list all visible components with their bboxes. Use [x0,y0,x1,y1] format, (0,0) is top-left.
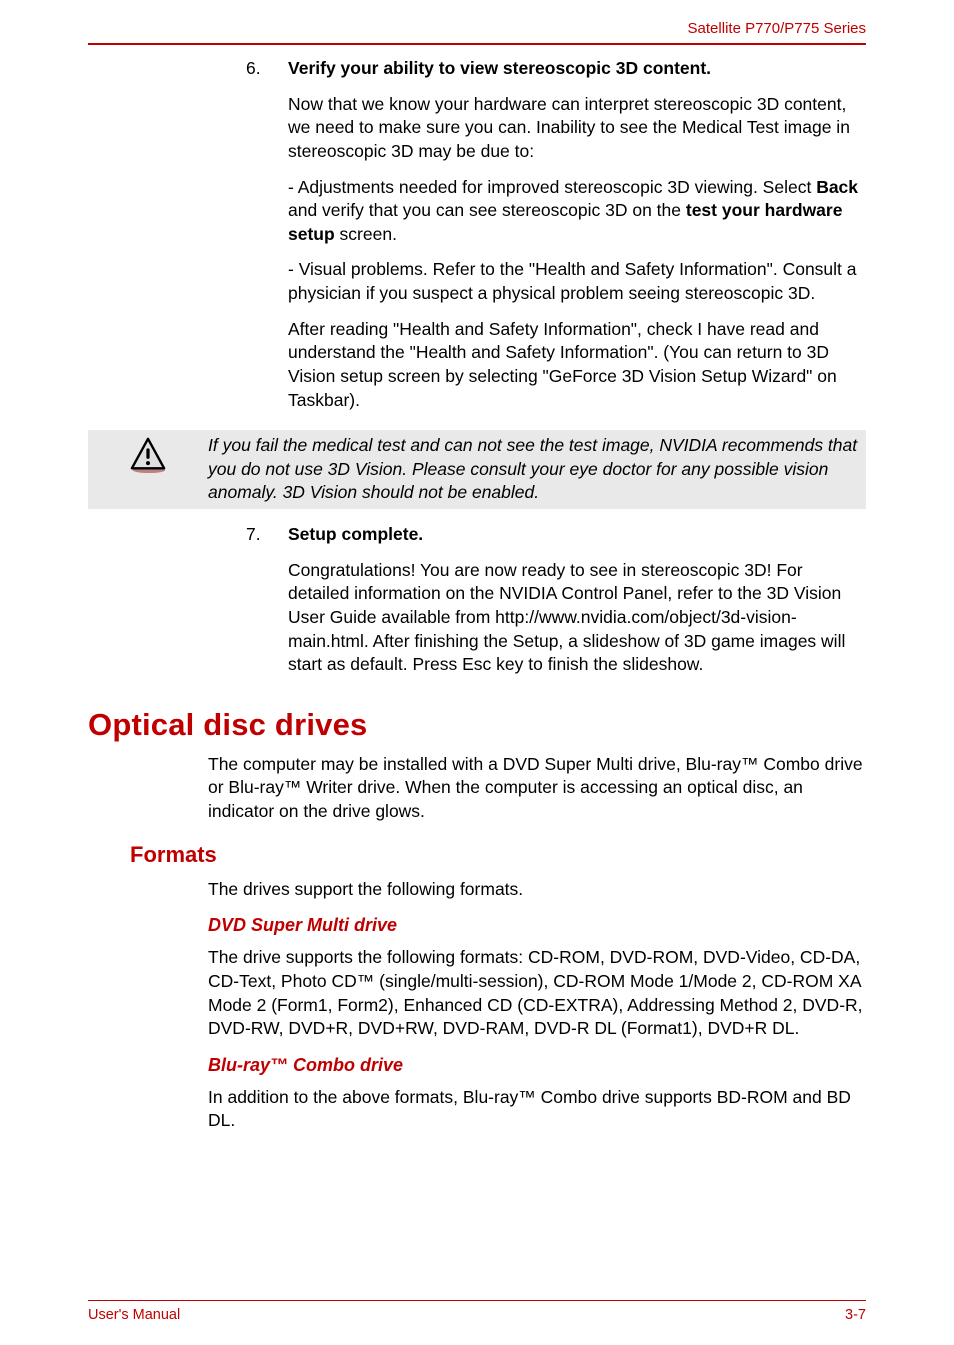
page-footer: User's Manual 3-7 [88,1300,866,1323]
step-6-p3: - Visual problems. Refer to the "Health … [288,258,866,305]
heading-dvd-super-multi: DVD Super Multi drive [88,915,866,936]
optical-intro: The computer may be installed with a DVD… [208,753,866,824]
bluray-text: In addition to the above formats, Blu-ra… [208,1086,866,1133]
step-7-title: Setup complete. [288,523,866,547]
warning-callout: If you fail the medical test and can not… [88,430,866,509]
step-6-p1: Now that we know your hardware can inter… [288,93,866,164]
heading-formats: Formats [88,842,866,868]
step-6-p2-post: screen. [335,224,397,244]
header-product: Satellite P770/P775 Series [88,20,866,45]
warning-icon [88,434,208,474]
footer-left: User's Manual [88,1307,180,1323]
footer-right: 3-7 [845,1307,866,1323]
step-6-number: 6. [246,57,288,424]
heading-optical-disc-drives: Optical disc drives [88,707,866,743]
step-6-p2-back: Back [816,177,858,197]
warning-text: If you fail the medical test and can not… [208,434,858,505]
step-6-p4: After reading "Health and Safety Informa… [288,318,866,413]
dvd-text: The drive supports the following formats… [208,946,866,1041]
step-6-title: Verify your ability to view stereoscopic… [288,57,866,81]
step-6-p2: - Adjustments needed for improved stereo… [288,176,866,247]
step-7-number: 7. [246,523,288,689]
formats-intro: The drives support the following formats… [208,878,866,902]
step-6-p2-pre: - Adjustments needed for improved stereo… [288,177,816,197]
step-6-p2-mid: and verify that you can see stereoscopic… [288,200,686,220]
heading-bluray-combo: Blu-ray™ Combo drive [88,1055,866,1076]
step-7-p1: Congratulations! You are now ready to se… [288,559,866,677]
